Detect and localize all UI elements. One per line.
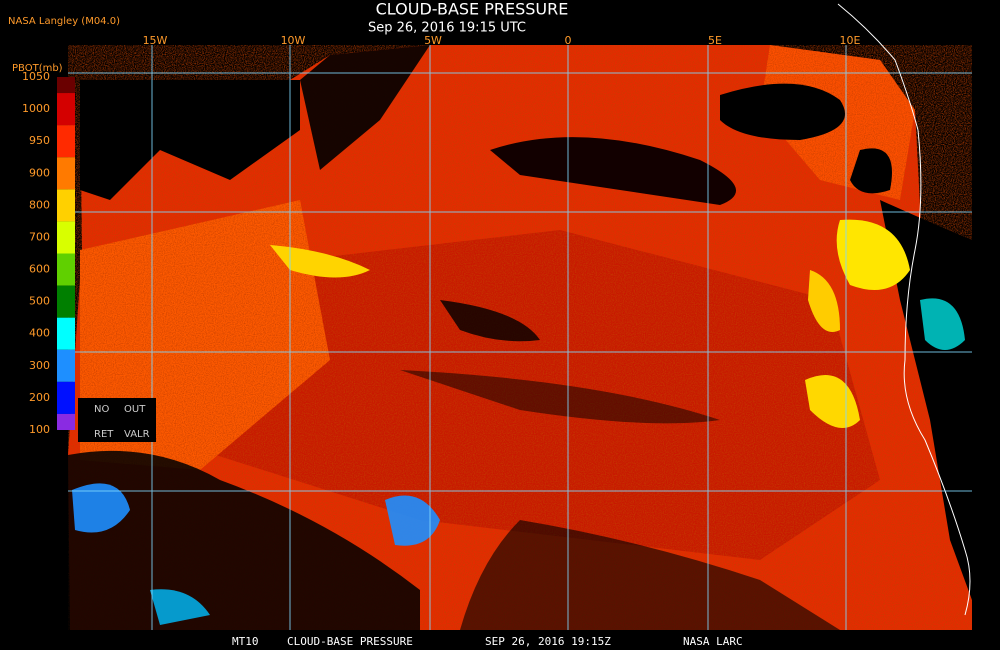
colorbar-swatch bbox=[57, 253, 75, 286]
colorbar-label: 500 bbox=[29, 295, 50, 308]
colorbar-swatch bbox=[57, 413, 75, 430]
footer-text: NASA LARC bbox=[683, 635, 743, 648]
colorbar-label: 950 bbox=[29, 134, 50, 147]
legend-box bbox=[78, 398, 156, 442]
cloud-field bbox=[68, 3, 972, 630]
legend-label: RET bbox=[94, 429, 114, 440]
footer-text: CLOUD-BASE PRESSURE bbox=[287, 635, 413, 648]
colorbar-swatch bbox=[57, 93, 75, 126]
dynamic-layer: 15W 10W 5W 0 5E 10E 1050 1000 950 900 800 700 600 500… bbox=[22, 34, 861, 648]
colorbar-swatch bbox=[57, 349, 75, 382]
colorbar-swatch bbox=[57, 125, 75, 158]
colorbar-label: 1000 bbox=[22, 102, 50, 115]
colorbar-title: PBOT(mb) bbox=[12, 63, 63, 74]
longitude-label: 5W bbox=[424, 34, 442, 47]
longitude-label: 10E bbox=[840, 34, 861, 47]
legend-label: OUT bbox=[124, 404, 146, 415]
legend-label: NO bbox=[94, 404, 109, 415]
colorbar-label: 600 bbox=[29, 263, 50, 276]
colorbar-swatch bbox=[57, 221, 75, 254]
colorbar-label: 300 bbox=[29, 359, 50, 372]
colorbar-label: 900 bbox=[29, 166, 50, 179]
longitude-label: 5E bbox=[708, 34, 722, 47]
longitude-label: 0 bbox=[565, 34, 572, 47]
footer-text: MT10 bbox=[232, 635, 259, 648]
colorbar-label: 700 bbox=[29, 230, 50, 243]
colorbar-label: 1050 bbox=[22, 70, 50, 83]
colorbar-label: 100 bbox=[29, 423, 50, 436]
title: CLOUD-BASE PRESSURE bbox=[376, 0, 569, 19]
colorbar-swatch bbox=[57, 381, 75, 414]
agency-label: NASA Langley (M04.0) bbox=[8, 16, 120, 27]
graticule bbox=[68, 45, 972, 630]
colorbar-swatch bbox=[57, 77, 75, 94]
colorbar-swatch bbox=[57, 157, 75, 190]
longitude-label: 15W bbox=[143, 34, 168, 47]
longitude-label: 10W bbox=[281, 34, 306, 47]
subtitle: Sep 26, 2016 19:15 UTC bbox=[368, 21, 526, 36]
colorbar-swatch bbox=[57, 285, 75, 318]
footer-text: SEP 26, 2016 19:15Z bbox=[485, 635, 611, 648]
legend-label: VALR bbox=[124, 429, 150, 440]
colorbar-swatch bbox=[57, 189, 75, 222]
colorbar-label: 800 bbox=[29, 198, 50, 211]
colorbar-label: 200 bbox=[29, 391, 50, 404]
colorbar-swatch bbox=[57, 317, 75, 350]
colorbar-label: 400 bbox=[29, 327, 50, 340]
